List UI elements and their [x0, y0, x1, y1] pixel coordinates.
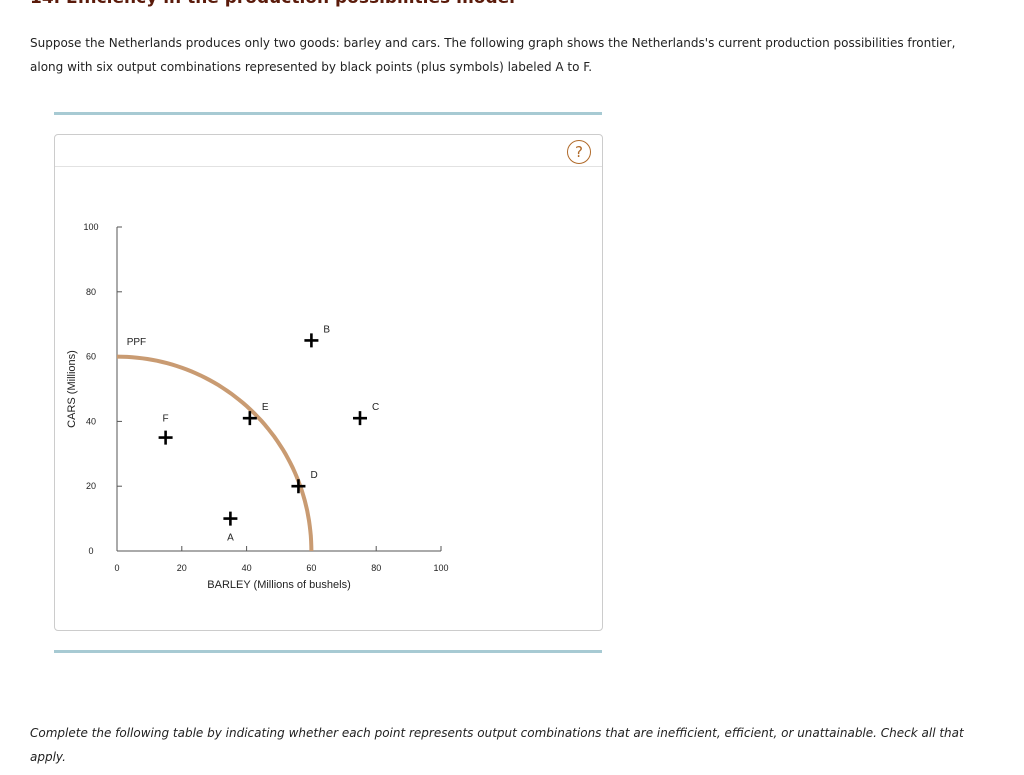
point-f-label: F [163, 414, 169, 425]
x-tick-label: 100 [433, 563, 448, 573]
ppf-chart: 0 20 40 60 80 100 0 20 40 60 80 100 BARLEY (Millions… [66, 222, 449, 591]
point-d-marker [291, 479, 306, 494]
intro-text: Suppose the Netherlands produces only tw… [30, 36, 956, 74]
y-tick-label: 20 [86, 481, 96, 491]
x-tick-label: 20 [177, 563, 187, 573]
help-icon[interactable]: ? [567, 140, 591, 164]
point-a-label: A [227, 533, 234, 544]
panel-header-divider [55, 166, 602, 167]
page-title: 14. Efficiency in the production possibi… [30, 0, 515, 8]
graph-panel: ? 0 20 40 60 80 100 0 20 40 60 80 100 BARLEY (Millio… [54, 134, 603, 631]
bottom-divider [54, 650, 602, 653]
point-c-label: C [372, 402, 379, 413]
point-b-label: B [323, 324, 330, 335]
point-f-marker [158, 430, 173, 445]
x-tick-label: 0 [114, 563, 119, 573]
y-tick-label: 40 [86, 416, 96, 426]
x-axis-label: BARLEY (Millions of bushels) [207, 579, 350, 591]
ppf-label: PPF [127, 337, 146, 348]
instructions-text: Complete the following table by indicati… [30, 726, 964, 764]
y-tick-label: 80 [86, 287, 96, 297]
y-axis-label: CARS (Millions) [66, 350, 78, 428]
point-e-label: E [262, 402, 269, 413]
y-tick-label: 60 [86, 352, 96, 362]
x-tick-label: 80 [371, 563, 381, 573]
point-b-marker [304, 333, 319, 348]
point-d-label: D [310, 470, 317, 481]
x-tick-label: 40 [242, 563, 252, 573]
ppf-curve [116, 354, 314, 552]
x-tick-label: 60 [306, 563, 316, 573]
point-a-marker [223, 511, 238, 526]
point-e-marker [242, 411, 257, 426]
y-tick-label: 100 [83, 222, 98, 232]
top-divider [54, 112, 602, 115]
point-c-marker [353, 411, 367, 426]
y-tick-label: 0 [88, 546, 93, 556]
